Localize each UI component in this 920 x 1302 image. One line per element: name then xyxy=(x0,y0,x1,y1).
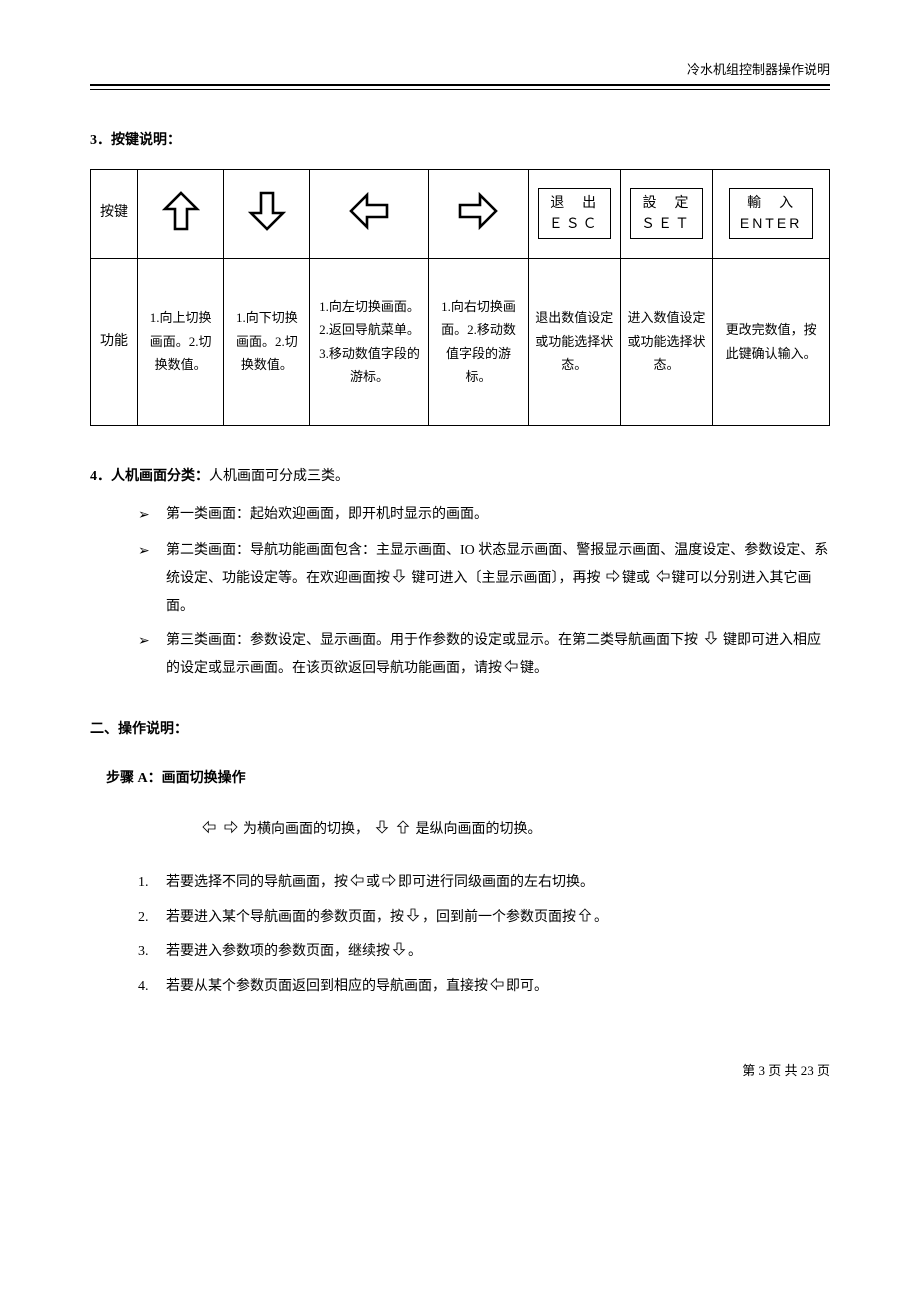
num3-text: 若要进入参数项的参数页面，继续按。 xyxy=(166,939,422,966)
bullet-icon: ➢ xyxy=(138,501,166,532)
bullet3-text: 第三类画面：参数设定、显示画面。用于作参数的设定或显示。在第二类导航画面下按 键… xyxy=(166,627,830,683)
doc-header: 冷水机组控制器操作说明 xyxy=(90,60,830,80)
row-label-func: 功能 xyxy=(91,258,138,425)
arrow-left-icon xyxy=(502,658,520,674)
num4-text: 若要从某个参数页面返回到相应的导航画面，直接按即可。 xyxy=(166,974,548,1001)
list-item: ➢ 第一类画面：起始欢迎画面，即开机时显示的画面。 xyxy=(138,501,830,532)
page-footer: 第 3 页 共 23 页 xyxy=(90,1061,830,1081)
arrow-right-icon xyxy=(222,819,240,835)
list-item: ➢ 第三类画面：参数设定、显示画面。用于作参数的设定或显示。在第二类导航画面下按… xyxy=(138,627,830,683)
table-row-keys: 按键 退 出 ＥＳＣ 設 定 ＳＥＴ 輸 入 ENTER xyxy=(91,169,830,258)
func-set: 进入数值设定或功能选择状态。 xyxy=(620,258,712,425)
enter-label-top: 輸 入 xyxy=(740,195,802,213)
num-marker: 1. xyxy=(138,870,166,897)
section3-title: 3．按键说明： xyxy=(90,130,830,151)
table-row-func: 功能 1.向上切换画面。2.切换数值。 1.向下切换画面。2.切换数值。 1.向… xyxy=(91,258,830,425)
section4-title-rest: 人机画面可分成三类。 xyxy=(209,469,349,484)
list-item: ➢ 第二类画面：导航功能画面包含：主显示画面、IO 状态显示画面、警报显示画面、… xyxy=(138,537,830,621)
enter-label-sub: ENTER xyxy=(740,214,802,232)
list-item: 3. 若要进入参数项的参数页面，继续按。 xyxy=(138,939,830,966)
bullet2-text: 第二类画面：导航功能画面包含：主显示画面、IO 状态显示画面、警报显示画面、温度… xyxy=(166,537,830,621)
key-cell-down xyxy=(224,169,310,258)
arrow-right-icon xyxy=(380,872,398,888)
arrow-down-icon xyxy=(243,187,291,235)
arrow-up-icon xyxy=(157,187,205,235)
set-label-sub: ＳＥＴ xyxy=(641,214,692,232)
func-up: 1.向上切换画面。2.切换数值。 xyxy=(138,258,224,425)
arrow-down-icon xyxy=(390,568,408,584)
step-a-title: 步骤 A：画面切换操作 xyxy=(106,768,830,789)
header-rule xyxy=(90,84,830,90)
list-item: 1. 若要选择不同的导航画面，按或即可进行同级画面的左右切换。 xyxy=(138,870,830,897)
func-enter: 更改完数值，按此键确认输入。 xyxy=(713,258,830,425)
num-marker: 3. xyxy=(138,939,166,966)
section4-title-bold: 4．人机画面分类： xyxy=(90,469,209,484)
num2-text: 若要进入某个导航画面的参数页面，按，回到前一个参数页面按。 xyxy=(166,905,608,932)
key-cell-enter: 輸 入 ENTER xyxy=(713,169,830,258)
key-table: 按键 退 出 ＥＳＣ 設 定 ＳＥＴ 輸 入 ENTER 功能 1.向上切换画面… xyxy=(90,169,830,426)
arrow-up-icon xyxy=(394,819,412,835)
bullet-icon: ➢ xyxy=(138,627,166,683)
enter-key-box: 輸 入 ENTER xyxy=(729,188,813,238)
esc-label-sub: ＥＳＣ xyxy=(549,214,600,232)
arrow-left-icon xyxy=(488,976,506,992)
num-marker: 2. xyxy=(138,905,166,932)
arrow-up-icon xyxy=(576,907,594,923)
key-cell-up xyxy=(138,169,224,258)
arrow-right-icon xyxy=(454,187,502,235)
step-a-center: 为横向画面的切换， 是纵向画面的切换。 xyxy=(200,819,830,840)
arrow-down-icon xyxy=(373,819,391,835)
func-right: 1.向右切换画面。2.移动数值字段的游标。 xyxy=(429,258,528,425)
section-op-title: 二、操作说明： xyxy=(90,719,830,740)
list-item: 4. 若要从某个参数页面返回到相应的导航画面，直接按即可。 xyxy=(138,974,830,1001)
row-label-keys: 按键 xyxy=(91,169,138,258)
arrow-left-icon xyxy=(345,187,393,235)
arrow-down-icon xyxy=(404,907,422,923)
section4-list: ➢ 第一类画面：起始欢迎画面，即开机时显示的画面。 ➢ 第二类画面：导航功能画面… xyxy=(138,501,830,684)
func-down: 1.向下切换画面。2.切换数值。 xyxy=(224,258,310,425)
bullet-icon: ➢ xyxy=(138,537,166,621)
section4-title-line: 4．人机画面分类：人机画面可分成三类。 xyxy=(90,466,830,487)
arrow-right-icon xyxy=(604,568,622,584)
key-cell-left xyxy=(310,169,429,258)
bullet1-text: 第一类画面：起始欢迎画面，即开机时显示的画面。 xyxy=(166,501,830,532)
arrow-down-icon xyxy=(390,941,408,957)
esc-key-box: 退 出 ＥＳＣ xyxy=(538,188,611,238)
arrow-down-icon xyxy=(702,630,720,646)
list-item: 2. 若要进入某个导航画面的参数页面，按，回到前一个参数页面按。 xyxy=(138,905,830,932)
set-key-box: 設 定 ＳＥＴ xyxy=(630,188,703,238)
arrow-left-icon xyxy=(654,568,672,584)
arrow-left-icon xyxy=(348,872,366,888)
num-marker: 4. xyxy=(138,974,166,1001)
set-label-top: 設 定 xyxy=(641,195,692,213)
esc-label-top: 退 出 xyxy=(549,195,600,213)
arrow-left-icon xyxy=(200,819,218,835)
step-a-numlist: 1. 若要选择不同的导航画面，按或即可进行同级画面的左右切换。 2. 若要进入某… xyxy=(138,870,830,1000)
key-cell-set: 設 定 ＳＥＴ xyxy=(620,169,712,258)
key-cell-right xyxy=(429,169,528,258)
func-esc: 退出数值设定或功能选择状态。 xyxy=(528,258,620,425)
num1-text: 若要选择不同的导航画面，按或即可进行同级画面的左右切换。 xyxy=(166,870,594,897)
func-left: 1.向左切换画面。2.返回导航菜单。3.移动数值字段的游标。 xyxy=(310,258,429,425)
key-cell-esc: 退 出 ＥＳＣ xyxy=(528,169,620,258)
